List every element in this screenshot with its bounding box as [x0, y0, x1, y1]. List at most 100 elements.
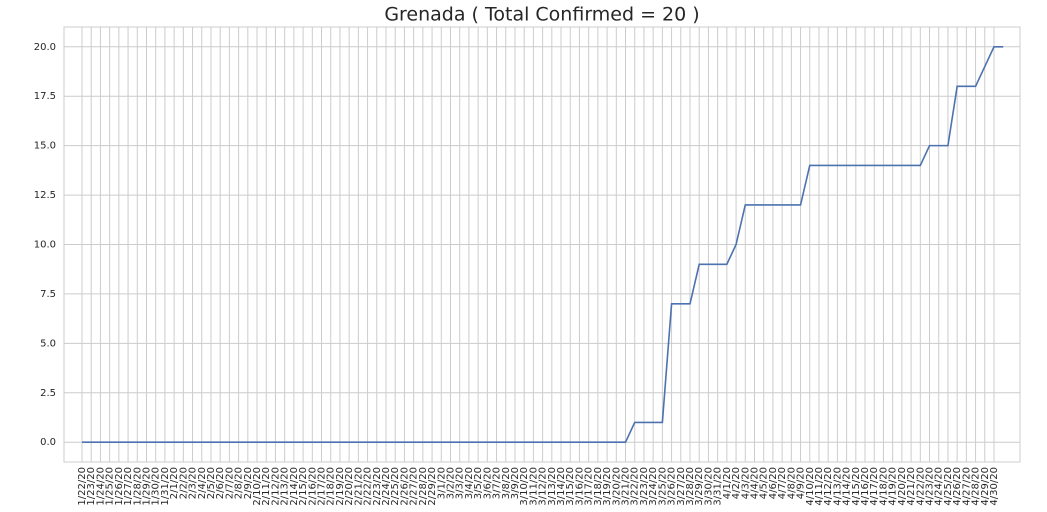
x-tick-label: 2/23/20	[372, 467, 383, 506]
x-tick-label: 3/12/20	[538, 467, 549, 506]
x-tick-label: 4/15/20	[851, 467, 862, 506]
x-tick-label: 3/5/20	[473, 467, 484, 499]
x-tick-label: 1/25/20	[105, 467, 116, 506]
x-tick-label: 3/1/20	[436, 467, 447, 499]
x-tick-label: 1/27/20	[123, 467, 134, 506]
x-tick-label: 3/10/20	[519, 467, 530, 506]
x-tick-label: 3/27/20	[676, 467, 687, 506]
chart-title: Grenada ( Total Confirmed = 20 )	[384, 4, 699, 26]
y-tick-label: 0.0	[40, 437, 56, 448]
x-tick-label: 2/11/20	[261, 467, 272, 506]
x-tick-label: 4/8/20	[786, 467, 797, 499]
x-tick-label: 4/3/20	[740, 467, 751, 499]
x-tick-label: 3/17/20	[584, 467, 595, 506]
x-tick-label: 4/6/20	[768, 467, 779, 499]
x-tick-label: 3/16/20	[574, 467, 585, 506]
x-tick-label: 2/18/20	[326, 467, 337, 506]
x-tick-label: 4/22/20	[915, 467, 926, 506]
x-tick-label: 4/10/20	[805, 467, 816, 506]
x-tick-label: 1/24/20	[95, 467, 106, 506]
x-tick-label: 2/17/20	[317, 467, 328, 506]
x-tick-label: 2/28/20	[418, 467, 429, 506]
x-tick-label: 2/16/20	[307, 467, 318, 506]
x-tick-label: 4/14/20	[842, 467, 853, 506]
x-tick-label: 2/29/20	[427, 467, 438, 506]
x-tick-label: 2/19/20	[335, 467, 346, 506]
line	[82, 45, 1004, 444]
x-tick-label: 2/13/20	[280, 467, 291, 506]
x-tick-label: 2/4/20	[197, 467, 208, 499]
x-tick-label: 2/6/20	[215, 467, 226, 499]
x-tick-label: 3/6/20	[482, 467, 493, 499]
x-tick-label: 4/30/20	[989, 467, 1000, 506]
x-tick-label: 4/23/20	[925, 467, 936, 506]
x-tick-label: 4/25/20	[943, 467, 954, 506]
x-tick-label: 1/29/20	[141, 467, 152, 506]
x-tick-label: 3/28/20	[685, 467, 696, 506]
x-tick-label: 2/8/20	[234, 467, 245, 499]
x-tick-label: 3/7/20	[492, 467, 503, 499]
x-tick-label: 3/20/20	[611, 467, 622, 506]
y-tick-label: 15.0	[34, 141, 56, 152]
x-tick-label: 4/24/20	[934, 467, 945, 506]
x-tick-label: 4/19/20	[888, 467, 899, 506]
x-tick-label: 4/28/20	[971, 467, 982, 506]
x-tick-label: 4/26/20	[952, 467, 963, 506]
x-tick-label: 3/3/20	[455, 467, 466, 499]
x-tick-label: 3/2/20	[445, 467, 456, 499]
x-tick-label: 2/24/20	[381, 467, 392, 506]
x-tick-label: 2/3/20	[188, 467, 199, 499]
x-tick-label: 2/20/20	[344, 467, 355, 506]
x-tick-label: 4/2/20	[731, 467, 742, 499]
x-tick-label: 3/11/20	[528, 467, 539, 506]
x-tick-label: 4/9/20	[796, 467, 807, 499]
x-tick-label: 3/24/20	[648, 467, 659, 506]
plot-frame	[63, 26, 1021, 463]
y-tick-label: 17.5	[34, 91, 56, 102]
x-tick-label: 2/10/20	[252, 467, 263, 506]
x-tick-label: 4/13/20	[832, 467, 843, 506]
x-tick-label: 3/30/20	[703, 467, 714, 506]
x-tick-label: 4/16/20	[860, 467, 871, 506]
x-tick-label: 3/9/20	[510, 467, 521, 499]
x-tick-label: 3/21/20	[621, 467, 632, 506]
x-tick-label: 3/14/20	[556, 467, 567, 506]
x-tick-label: 2/26/20	[399, 467, 410, 506]
x-tick-label: 1/23/20	[86, 467, 97, 506]
y-tick-label: 7.5	[40, 289, 56, 300]
x-tick-label: 2/21/20	[353, 467, 364, 506]
x-tick-label: 3/25/20	[657, 467, 668, 506]
x-tick-label: 4/7/20	[777, 467, 788, 499]
x-tick-label: 2/7/20	[224, 467, 235, 499]
x-tick-label: 1/28/20	[132, 467, 143, 506]
x-tick-label: 4/29/20	[980, 467, 991, 506]
x-tick-label: 4/21/20	[906, 467, 917, 506]
x-tick-label: 2/15/20	[298, 467, 309, 506]
y-tick-label: 12.5	[34, 190, 56, 201]
x-tick-label: 4/4/20	[749, 467, 760, 499]
x-tick-label: 3/29/20	[694, 467, 705, 506]
y-tick-label: 5.0	[40, 338, 56, 349]
x-tick-label: 3/18/20	[593, 467, 604, 506]
x-tick-label: 4/12/20	[823, 467, 834, 506]
x-tick-label: 4/20/20	[897, 467, 908, 506]
x-tick-label: 3/26/20	[667, 467, 678, 506]
x-tick-label: 2/1/20	[169, 467, 180, 499]
x-tick-label: 4/5/20	[759, 467, 770, 499]
x-tick-label: 2/25/20	[390, 467, 401, 506]
x-tick-label: 3/15/20	[565, 467, 576, 506]
x-tick-label: 2/12/20	[270, 467, 281, 506]
x-tick-label: 2/22/20	[363, 467, 374, 506]
y-tick-label: 10.0	[34, 240, 56, 251]
x-tick-label: 3/4/20	[464, 467, 475, 499]
x-tick-label: 3/13/20	[547, 467, 558, 506]
x-tick-label: 3/22/20	[630, 467, 641, 506]
x-tick-label: 3/31/20	[713, 467, 724, 506]
x-tick-label: 2/5/20	[206, 467, 217, 499]
x-tick-label: 2/27/20	[409, 467, 420, 506]
x-tick-label: 3/8/20	[501, 467, 512, 499]
x-tick-label: 2/9/20	[243, 467, 254, 499]
x-tick-label: 4/18/20	[878, 467, 889, 506]
x-tick-label: 3/23/20	[639, 467, 650, 506]
